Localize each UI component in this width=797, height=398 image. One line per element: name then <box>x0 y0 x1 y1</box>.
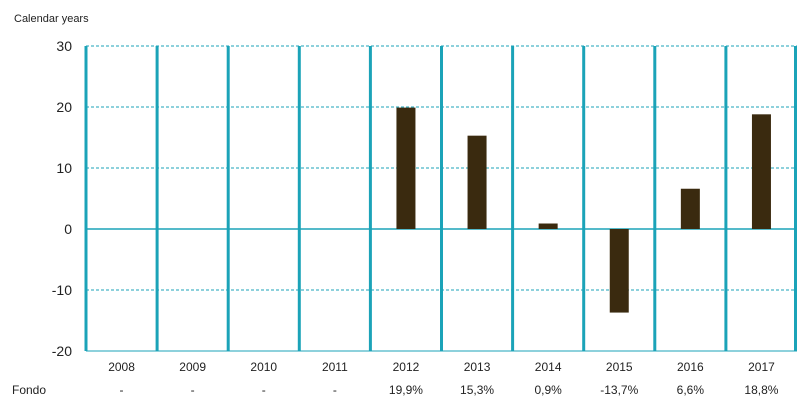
x-tick-label-2014: 2014 <box>535 360 562 374</box>
fondo-value-2010: - <box>262 383 266 397</box>
fondo-value-2012: 19,9% <box>389 383 423 397</box>
x-tick-label-2011: 2011 <box>322 360 348 374</box>
series-label-fondo: Fondo <box>12 383 46 397</box>
bar-2015 <box>609 229 629 313</box>
x-tick-label-2017: 2017 <box>748 360 775 374</box>
x-tick-label-2013: 2013 <box>464 360 491 374</box>
fondo-value-2015: -13,7% <box>600 383 638 397</box>
fondo-value-2014: 0,9% <box>534 383 562 397</box>
y-tick-label-4: -10 <box>52 282 72 298</box>
fondo-value-2016: 6,6% <box>677 383 705 397</box>
x-tick-label-2008: 2008 <box>108 360 135 374</box>
y-tick-label-3: 0 <box>64 221 72 237</box>
y-tick-label-0: 30 <box>56 38 72 54</box>
bar-2017 <box>751 114 771 229</box>
bar-2012 <box>396 107 416 229</box>
bars <box>396 107 771 313</box>
x-tick-label-2015: 2015 <box>606 360 633 374</box>
x-tick-label-2009: 2009 <box>179 360 206 374</box>
y-axis-title: Calendar years <box>14 13 89 25</box>
bar-2014 <box>538 223 558 229</box>
x-tick-label-2012: 2012 <box>393 360 420 374</box>
x-tick-label-2010: 2010 <box>250 360 277 374</box>
y-tick-label-1: 20 <box>56 99 72 115</box>
bar-2016 <box>680 188 700 229</box>
fondo-value-2011: - <box>333 383 337 397</box>
series-values-row: - - - - 19,9% 15,3% 0,9% -13,7% 6,6% 18,8% <box>120 383 779 397</box>
fondo-value-2009: - <box>191 383 195 397</box>
y-tick-label-5: -20 <box>52 343 72 359</box>
y-tick-labels: 30 20 10 0 -10 -20 <box>52 38 72 359</box>
x-tick-label-2016: 2016 <box>677 360 704 374</box>
bar-2013 <box>467 135 487 229</box>
fondo-value-2008: - <box>120 383 124 397</box>
column-separators <box>84 46 797 351</box>
fondo-value-2017: 18,8% <box>744 383 778 397</box>
y-tick-label-2: 10 <box>56 160 72 176</box>
x-tick-labels: 2008 2009 2010 2011 2012 2013 2014 2015 2016 2017 <box>108 360 775 374</box>
fondo-value-2013: 15,3% <box>460 383 494 397</box>
